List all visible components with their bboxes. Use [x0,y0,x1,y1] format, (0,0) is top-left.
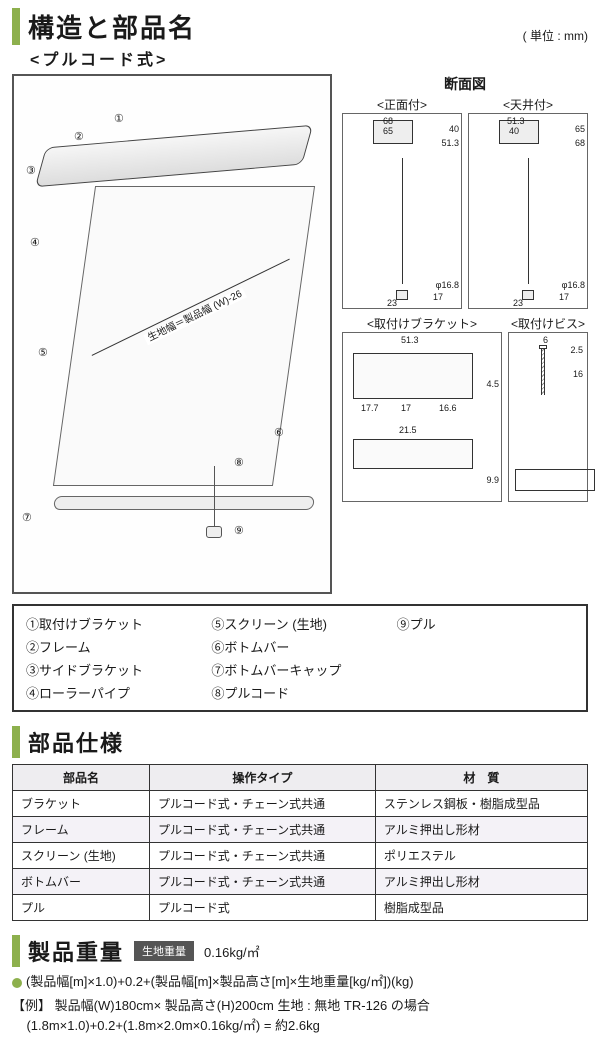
fabric-weight-badge: 生地重量 [134,941,194,961]
diagram-bracket: 51.3 4.5 17.7 17 16.6 21.5 9.9 [342,332,502,502]
bracket-shape-bottom [353,439,473,469]
parts-item: ⑨プル [397,614,574,633]
ceiling-dim-phi: φ16.8 [562,280,585,290]
front-dim-bw: 23 [387,298,397,308]
diagram-vis: 6 2.5 16 [508,332,588,502]
callout-4: ④ [30,236,40,249]
bracket-dim-plate-h: 9.9 [486,475,499,485]
ceiling-dim-side1: 65 [575,124,585,134]
bracket-shape-top [353,353,473,399]
table-row: ボトムバープルコード式・チェーン式共通アルミ押出し形材 [13,869,588,895]
parts-item: ④ローラーパイプ [26,683,203,702]
front-dim-inner: 65 [383,126,393,136]
parts-item: ⑤スクリーン (生地) [211,614,388,633]
bracket-dim-gap: 4.5 [486,379,499,389]
weight-example: 【例】 製品幅(W)180cm× 製品高さ(H)200cm 生地 : 無地 TR… [12,996,588,1035]
subtype-label: <プルコード式> [30,46,588,70]
diagram-ceiling: 51.3 40 65 68 φ16.8 17 23 [468,113,588,309]
parts-item: ⑥ボトムバー [211,637,388,656]
ceiling-mount-label: <天井付> [468,96,588,113]
diagram-bottombar [53,496,315,510]
diagram-screen [53,186,315,486]
diagram-main: 生地幅＝製品幅 (W)-26 ① ② ③ ④ ⑤ ⑥ ⑦ ⑧ ⑨ [12,74,332,594]
spec-col-name: 部品名 [13,765,150,791]
callout-3: ③ [26,164,36,177]
screw-icon [539,345,547,395]
bracket-dim-w: 51.3 [401,335,419,345]
table-row: プルプルコード式樹脂成型品 [13,895,588,921]
front-mount-label: <正面付> [342,96,462,113]
front-tube [402,158,403,284]
vis-dim-lower: 16 [573,369,583,379]
parts-item: ⑦ボトムバーキャップ [211,660,388,679]
front-dim-phi: φ16.8 [436,280,459,290]
weight-formula: (製品幅[m]×1.0)+0.2+(製品幅[m]×製品高さ[m]×生地重量[kg… [12,971,588,990]
callout-5: ⑤ [38,346,48,359]
ceiling-dim-h: 17 [559,292,569,302]
spec-heading: 部品仕様 [12,726,588,758]
parts-item: ①取付けブラケット [26,614,203,633]
front-bob [396,290,408,300]
callout-8: ⑧ [234,456,244,469]
ceiling-dim-bw: 23 [513,298,523,308]
fabric-weight-value: 0.16kg/㎡ [204,942,260,961]
front-dim-side2: 51.3 [441,138,459,148]
diagram-pull [206,526,222,538]
section-title-crosssection: 断面図 [342,74,588,94]
ceiling-tube [528,158,529,284]
diagram-front: 68 65 40 51.3 φ16.8 17 23 [342,113,462,309]
table-row: ブラケットプルコード式・チェーン式共通ステンレス鋼板・樹脂成型品 [13,791,588,817]
ceiling-dim-inner: 40 [509,126,519,136]
front-dim-side1: 40 [449,124,459,134]
bracket-dim-plate-w: 21.5 [399,425,417,435]
bullet-icon [12,978,22,988]
callout-2: ② [74,130,84,143]
vis-dim-upper: 2.5 [570,345,583,355]
vis-plate [515,469,595,491]
parts-item: ②フレーム [26,637,203,656]
vis-label: <取付けビス> [508,315,588,332]
ceiling-dim-side2: 68 [575,138,585,148]
front-dim-top: 68 [383,116,393,126]
ceiling-dim-top: 51.3 [507,116,525,126]
table-row: スクリーン (生地)プルコード式・チェーン式共通ポリエステル [13,843,588,869]
front-dim-h: 17 [433,292,443,302]
bracket-dim-a: 17.7 [361,403,379,413]
spec-table: 部品名 操作タイプ 材 質 ブラケットプルコード式・チェーン式共通ステンレス鋼板… [12,764,588,921]
callout-7: ⑦ [22,511,32,524]
parts-item: ③サイドブラケット [26,660,203,679]
bracket-dim-c: 16.6 [439,403,457,413]
callout-1: ① [114,112,124,125]
callout-6: ⑥ [274,426,284,439]
bracket-label: <取付けブラケット> [342,315,502,332]
diagram-pullcord [214,466,215,526]
callout-9: ⑨ [234,524,244,537]
vis-dim-head: 6 [543,335,548,345]
bracket-dim-b: 17 [401,403,411,413]
table-row: フレームプルコード式・チェーン式共通アルミ押出し形材 [13,817,588,843]
parts-item: ⑧プルコード [211,683,388,702]
weight-heading: 製品重量 [12,935,124,967]
spec-col-type: 操作タイプ [150,765,376,791]
example-label: 【例】 [12,998,51,1013]
parts-list: ①取付けブラケット ⑤スクリーン (生地) ⑨プル ②フレーム ⑥ボトムバー ③… [12,604,588,712]
spec-col-material: 材 質 [375,765,587,791]
diagram-row: 生地幅＝製品幅 (W)-26 ① ② ③ ④ ⑤ ⑥ ⑦ ⑧ ⑨ 断面図 <正面… [12,74,588,594]
ceiling-bob [522,290,534,300]
